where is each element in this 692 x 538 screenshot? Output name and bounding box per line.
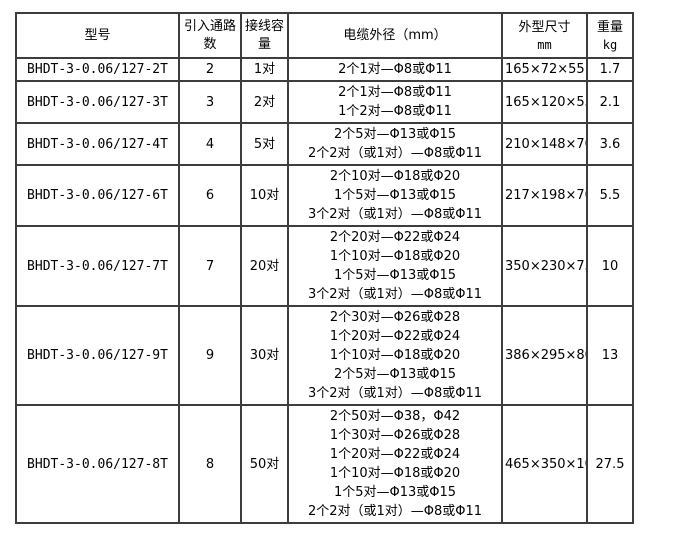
cable-line: 1个10对—Φ18或Φ20 [329, 249, 461, 264]
cable-line: 1个20对—Φ22或Φ24 [329, 329, 461, 344]
cable-line: 1个20对—Φ22或Φ24 [329, 447, 461, 462]
model-cell: BHDT-3-0.06/127-8T [15, 404, 180, 524]
dimensions-cell: 165×120×55 [501, 80, 588, 124]
col-header-dimensions-label: 外型尺寸 [518, 19, 571, 35]
cable-line: 1个10对—Φ18或Φ20 [329, 348, 461, 363]
model-cell: BHDT-3-0.06/127-9T [15, 305, 180, 406]
channels-cell: 2 [178, 57, 242, 82]
cable-cell: 2个1对—Φ8或Φ11 [287, 57, 503, 82]
col-header-channels-label: 引入通路数 [183, 18, 236, 52]
table-row: BHDT-3-0.06/127-4T 4 5对 2个5对—Φ13或Φ15 2个2… [15, 122, 634, 166]
weight-cell: 2.1 [586, 80, 634, 124]
capacity-cell: 1对 [240, 57, 289, 82]
dimensions-cell: 465×350×105 [501, 404, 588, 524]
cable-line: 1个5对—Φ13或Φ15 [333, 268, 457, 283]
dimensions-cell: 350×230×75 [501, 225, 588, 307]
channels-cell: 6 [178, 164, 242, 227]
cable-line: 3个2对（或1对）—Φ8或Φ11 [307, 207, 483, 222]
header-row: 型号 引入通路数 接线容量 电缆外径（mm） 外型尺寸 mm 重量 kg [15, 12, 634, 59]
dimensions-cell: 165×72×55 [501, 57, 588, 82]
cable-line: 2个5对—Φ13或Φ15 [333, 127, 457, 142]
cable-line: 2个10对—Φ18或Φ20 [329, 169, 461, 184]
dimensions-cell: 386×295×80 [501, 305, 588, 406]
cable-line: 1个5对—Φ13或Φ15 [333, 188, 457, 203]
col-header-model-label: 型号 [84, 27, 111, 43]
cable-line: 2个20对—Φ22或Φ24 [329, 230, 461, 245]
weight-cell: 5.5 [586, 164, 634, 227]
col-header-model: 型号 [15, 12, 180, 59]
cable-line: 2个5对—Φ13或Φ15 [333, 367, 457, 382]
channels-cell: 9 [178, 305, 242, 406]
cable-cell: 2个30对—Φ26或Φ28 1个20对—Φ22或Φ24 1个10对—Φ18或Φ2… [287, 305, 503, 406]
capacity-cell: 20对 [240, 225, 289, 307]
table-row: BHDT-3-0.06/127-7T 7 20对 2个20对—Φ22或Φ24 1… [15, 225, 634, 307]
dimensions-cell: 217×198×70 [501, 164, 588, 227]
col-header-dimensions: 外型尺寸 mm [501, 12, 588, 59]
channels-cell: 3 [178, 80, 242, 124]
model-cell: BHDT-3-0.06/127-3T [15, 80, 180, 124]
cable-cell: 2个1对—Φ8或Φ11 1个2对—Φ8或Φ11 [287, 80, 503, 124]
model-cell: BHDT-3-0.06/127-4T [15, 122, 180, 166]
cable-line: 3个2对（或1对）—Φ8或Φ11 [307, 386, 483, 401]
capacity-cell: 2对 [240, 80, 289, 124]
spec-table: 型号 引入通路数 接线容量 电缆外径（mm） 外型尺寸 mm 重量 kg BHD… [15, 12, 634, 524]
cable-line: 2个50对—Φ38，Φ42 [329, 409, 461, 424]
weight-cell: 1.7 [586, 57, 634, 82]
cable-line: 1个30对—Φ26或Φ28 [329, 428, 461, 443]
weight-cell: 13 [586, 305, 634, 406]
capacity-cell: 10对 [240, 164, 289, 227]
model-cell: BHDT-3-0.06/127-7T [15, 225, 180, 307]
col-header-dimensions-unit: mm [537, 37, 552, 52]
cable-cell: 2个50对—Φ38，Φ42 1个30对—Φ26或Φ28 1个20对—Φ22或Φ2… [287, 404, 503, 524]
weight-cell: 3.6 [586, 122, 634, 166]
cable-cell: 2个20对—Φ22或Φ24 1个10对—Φ18或Φ20 1个5对—Φ13或Φ15… [287, 225, 503, 307]
cable-line: 1个10对—Φ18或Φ20 [329, 466, 461, 481]
capacity-cell: 30对 [240, 305, 289, 406]
col-header-capacity: 接线容量 [240, 12, 289, 59]
col-header-cable: 电缆外径（mm） [287, 12, 503, 59]
table-row: BHDT-3-0.06/127-9T 9 30对 2个30对—Φ26或Φ28 1… [15, 305, 634, 406]
col-header-cable-label: 电缆外径（mm） [343, 27, 447, 43]
col-header-weight: 重量 kg [586, 12, 634, 59]
col-header-capacity-label: 接线容量 [244, 18, 284, 52]
cable-line: 2个2对（或1对）—Φ8或Φ11 [307, 504, 483, 519]
capacity-cell: 50对 [240, 404, 289, 524]
cable-line: 2个2对（或1对）—Φ8或Φ11 [307, 146, 483, 161]
table-row: BHDT-3-0.06/127-2T 2 1对 2个1对—Φ8或Φ11 165×… [15, 57, 634, 82]
table-row: BHDT-3-0.06/127-3T 3 2对 2个1对—Φ8或Φ11 1个2对… [15, 80, 634, 124]
cable-line: 1个5对—Φ13或Φ15 [333, 485, 457, 500]
cable-cell: 2个10对—Φ18或Φ20 1个5对—Φ13或Φ15 3个2对（或1对）—Φ8或… [287, 164, 503, 227]
model-cell: BHDT-3-0.06/127-2T [15, 57, 180, 82]
cable-line: 1个2对—Φ8或Φ11 [338, 104, 452, 119]
cable-line: 3个2对（或1对）—Φ8或Φ11 [307, 287, 483, 302]
channels-cell: 4 [178, 122, 242, 166]
col-header-weight-unit: kg [602, 37, 618, 52]
weight-cell: 27.5 [586, 404, 634, 524]
capacity-cell: 5对 [240, 122, 289, 166]
channels-cell: 7 [178, 225, 242, 307]
weight-cell: 10 [586, 225, 634, 307]
cable-line: 2个1对—Φ8或Φ11 [338, 85, 452, 100]
model-cell: BHDT-3-0.06/127-6T [15, 164, 180, 227]
col-header-weight-label: 重量 [596, 19, 623, 35]
table-row: BHDT-3-0.06/127-8T 8 50对 2个50对—Φ38，Φ42 1… [15, 404, 634, 524]
table-row: BHDT-3-0.06/127-6T 6 10对 2个10对—Φ18或Φ20 1… [15, 164, 634, 227]
channels-cell: 8 [178, 404, 242, 524]
dimensions-cell: 210×148×70 [501, 122, 588, 166]
cable-line: 2个30对—Φ26或Φ28 [329, 310, 461, 325]
cable-line: 2个1对—Φ8或Φ11 [338, 62, 452, 77]
cable-cell: 2个5对—Φ13或Φ15 2个2对（或1对）—Φ8或Φ11 [287, 122, 503, 166]
col-header-channels: 引入通路数 [178, 12, 242, 59]
